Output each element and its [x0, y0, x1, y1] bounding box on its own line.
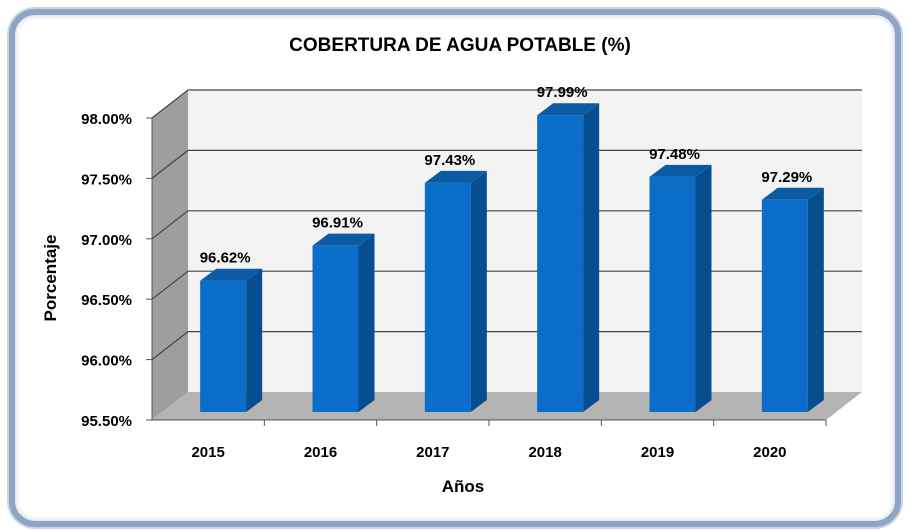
y-axis-title: Porcentaje — [41, 235, 60, 322]
gridline — [151, 149, 862, 179]
bar-top — [761, 187, 824, 200]
y-tick-label: 95.50% — [81, 413, 132, 430]
y-tick-label: 96.50% — [81, 292, 132, 309]
x-tick-label: 2015 — [191, 444, 224, 461]
x-tick-label: 2017 — [416, 444, 449, 461]
bar-top — [537, 103, 600, 116]
data-label: 97.48% — [649, 146, 700, 163]
back-wall — [188, 90, 862, 392]
bar-front — [761, 199, 808, 412]
bar-top — [312, 233, 375, 246]
bar — [200, 268, 263, 412]
x-tick-label: 2018 — [528, 444, 561, 461]
bar-front — [424, 182, 471, 412]
bar — [761, 187, 824, 412]
bar-side — [695, 164, 712, 412]
y-tick-label: 97.00% — [81, 232, 132, 249]
bar-front — [312, 245, 359, 412]
gridline — [151, 89, 862, 119]
gridline — [151, 331, 862, 361]
x-tick-label: 2020 — [753, 444, 786, 461]
bar-side — [246, 268, 263, 412]
data-label: 97.43% — [424, 152, 475, 169]
data-label: 96.62% — [200, 250, 251, 267]
bar-front — [537, 115, 584, 412]
side-wall — [152, 90, 188, 420]
bar-top — [200, 268, 263, 281]
bar — [312, 233, 375, 412]
bar-top — [424, 170, 487, 183]
bar — [424, 170, 487, 412]
bar-side — [470, 170, 487, 412]
chart-title: COBERTURA DE AGUA POTABLE (%) — [289, 35, 631, 56]
bar-side — [583, 103, 600, 412]
x-tick-label: 2019 — [641, 444, 674, 461]
gridline — [151, 210, 862, 240]
bar-front — [649, 176, 696, 412]
data-label: 97.99% — [537, 84, 588, 101]
y-tick-label: 98.00% — [81, 111, 132, 128]
bar-front — [200, 280, 247, 412]
bar-side — [807, 187, 824, 412]
x-axis-title: Años — [442, 477, 485, 496]
y-tick-label: 96.00% — [81, 353, 132, 370]
data-label: 97.29% — [761, 169, 812, 186]
bar-side — [358, 233, 375, 412]
bar — [537, 103, 600, 412]
gridline — [151, 270, 862, 300]
y-tick-label: 97.50% — [81, 171, 132, 188]
bar-top — [649, 164, 712, 177]
bar — [649, 164, 712, 412]
x-tick-label: 2016 — [304, 444, 337, 461]
data-label: 96.91% — [312, 215, 363, 232]
